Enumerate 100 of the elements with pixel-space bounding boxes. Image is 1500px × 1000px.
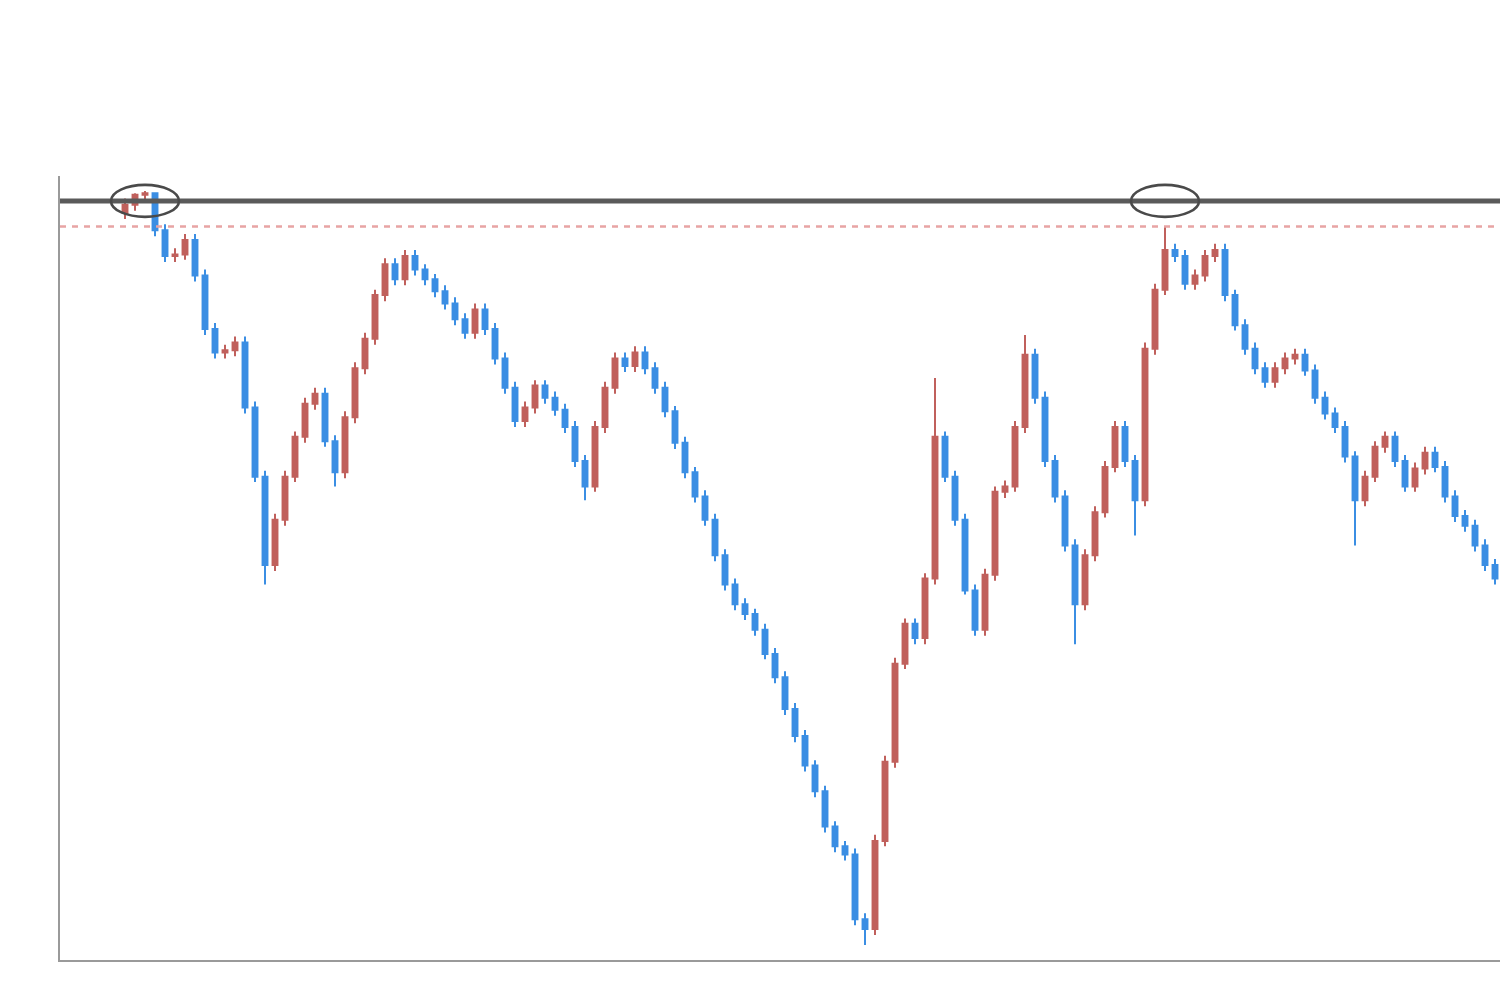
candlestick — [281, 469, 289, 527]
candlestick — [211, 322, 219, 360]
candlestick — [751, 607, 759, 637]
candlestick — [461, 312, 469, 340]
candlestick — [1411, 461, 1419, 493]
candlestick — [761, 622, 769, 661]
candlestick — [1031, 347, 1039, 405]
candlestick — [191, 233, 199, 283]
candlestick — [1021, 334, 1029, 435]
candlestick — [501, 351, 509, 395]
candlestick — [141, 190, 149, 202]
candlestick — [561, 402, 569, 435]
candlestick — [361, 331, 369, 376]
candlestick — [631, 345, 639, 373]
candlestick — [221, 343, 229, 360]
candlestick — [1251, 341, 1259, 376]
candlestick — [421, 263, 429, 287]
candlestick — [621, 351, 629, 373]
candlestick — [431, 273, 439, 299]
candlestick — [161, 223, 169, 263]
candlestick — [231, 335, 239, 358]
candlestick — [331, 434, 339, 488]
candlestick — [1211, 242, 1219, 263]
candlestick — [721, 548, 729, 592]
candlestick — [791, 701, 799, 744]
candlestick — [911, 617, 919, 646]
candlestick — [1261, 361, 1269, 389]
candlestick — [951, 469, 959, 527]
candlestick — [931, 377, 939, 586]
candlestick — [301, 396, 309, 444]
candlestick — [481, 302, 489, 337]
candlestick — [171, 247, 179, 263]
candlestick — [731, 577, 739, 612]
candlestick — [1351, 450, 1359, 547]
candlestick — [1321, 390, 1329, 421]
candlestick — [651, 361, 659, 395]
candlestick — [1361, 469, 1369, 508]
candlestick — [261, 469, 269, 586]
candlestick — [491, 322, 499, 366]
candlestick — [441, 284, 449, 311]
candlestick — [1091, 505, 1099, 563]
candlestick — [801, 729, 809, 773]
candlestick — [1301, 347, 1309, 377]
candlestick — [1281, 351, 1289, 376]
candlestick — [1371, 440, 1379, 484]
candlestick — [681, 435, 689, 480]
candlestick — [1071, 538, 1079, 646]
candlestick — [391, 257, 399, 287]
candlestick — [671, 404, 679, 450]
candlestick — [1001, 479, 1009, 499]
candlestick — [1311, 363, 1319, 405]
candlestick — [1161, 225, 1169, 297]
candlestick — [551, 390, 559, 417]
candlestick — [1471, 518, 1479, 553]
candlestick — [1291, 347, 1299, 366]
candlestick — [1431, 445, 1439, 474]
candlestick — [1231, 288, 1239, 332]
candlestick — [1441, 459, 1449, 504]
candlestick — [1391, 430, 1399, 468]
candlestick — [1331, 406, 1339, 435]
candlestick — [841, 839, 849, 862]
candlestick — [1201, 248, 1209, 283]
candlestick — [641, 345, 649, 376]
candlestick — [691, 465, 699, 504]
candlestick — [1421, 445, 1429, 476]
candlestick — [771, 646, 779, 685]
candlestick — [401, 248, 409, 287]
candlestick — [1191, 268, 1199, 291]
candlestick — [581, 453, 589, 502]
candlestick — [1491, 557, 1499, 586]
candlestick — [1271, 361, 1279, 389]
candlestick — [661, 380, 669, 419]
candlestick — [1171, 242, 1179, 263]
candlestick — [701, 489, 709, 527]
candlestick — [861, 912, 869, 946]
candlestick — [521, 400, 529, 429]
candlestick — [821, 784, 829, 834]
candlestick — [1381, 430, 1389, 454]
candlestick — [1241, 318, 1249, 356]
candlestick — [1181, 248, 1189, 291]
candlestick — [781, 670, 789, 716]
candlestick — [1341, 420, 1349, 464]
candlestick — [571, 420, 579, 468]
candlestick — [1481, 538, 1489, 573]
candlestick — [1121, 420, 1129, 468]
candlestick — [471, 302, 479, 340]
candlestick — [1451, 489, 1459, 524]
candlestick — [411, 248, 419, 277]
candlestick — [311, 386, 319, 411]
candlestick — [971, 583, 979, 637]
candlestick — [1461, 508, 1469, 533]
candlestick — [741, 597, 749, 622]
candlestick — [451, 296, 459, 327]
candlestick — [811, 759, 819, 799]
candlestick — [541, 379, 549, 405]
candlestick — [381, 257, 389, 303]
candlestick — [511, 380, 519, 429]
candlestick — [1131, 453, 1139, 537]
candlestick — [181, 233, 189, 261]
candlestick — [831, 820, 839, 854]
